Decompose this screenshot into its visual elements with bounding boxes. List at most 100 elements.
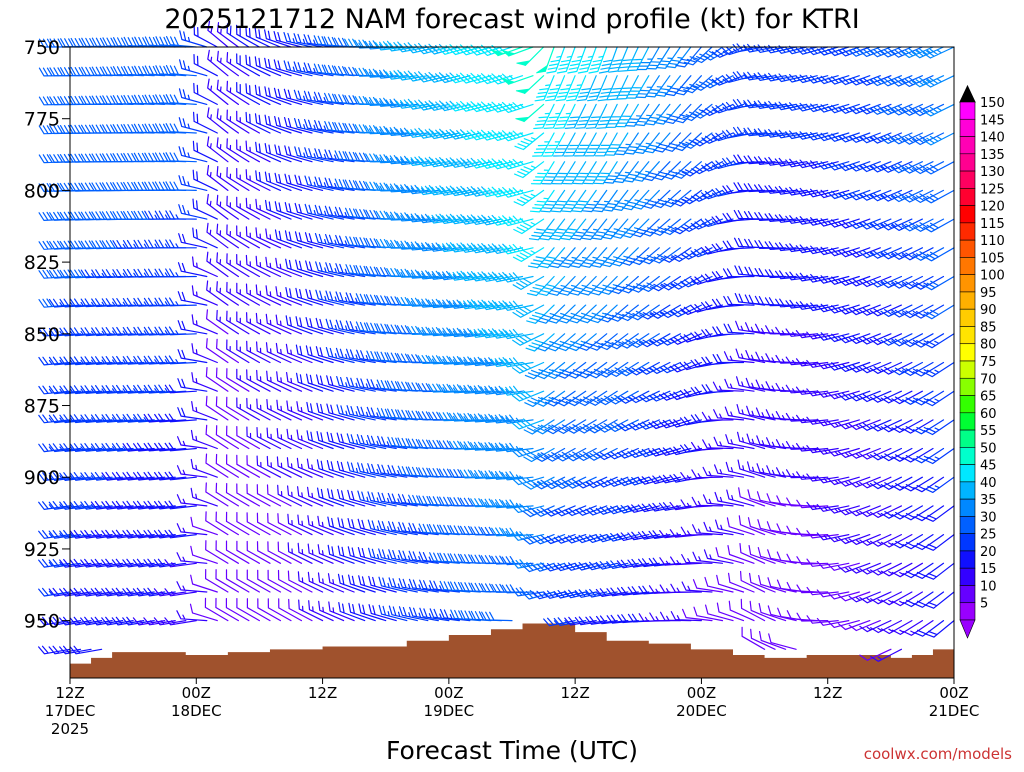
wind-barb	[144, 36, 176, 48]
wind-barb	[786, 497, 818, 507]
wind-barb	[564, 505, 597, 517]
wind-barb	[366, 378, 397, 392]
wind-barb	[347, 518, 376, 536]
wind-barb	[501, 527, 534, 537]
wind-barb	[59, 298, 92, 308]
wind-barb	[264, 29, 292, 48]
wind-barb	[164, 559, 197, 568]
wind-barb	[396, 240, 429, 250]
wind-barb	[429, 580, 460, 593]
wind-barb	[646, 46, 671, 70]
wind-barb	[869, 275, 902, 288]
wind-barb	[631, 189, 660, 210]
wind-barb	[207, 49, 229, 77]
wind-barb	[354, 96, 387, 105]
wind-barb	[622, 189, 650, 211]
wind-barb	[304, 175, 334, 191]
wind-barb	[511, 587, 545, 597]
colorbar-label: 140	[980, 131, 1005, 146]
wind-barb	[236, 110, 260, 134]
wind-barb	[661, 218, 692, 236]
wind-barb	[357, 462, 387, 478]
wind-barb	[335, 347, 366, 364]
wind-barb	[848, 247, 881, 258]
wind-barb	[226, 167, 250, 191]
wind-barb	[670, 611, 702, 622]
wind-barb	[273, 31, 303, 48]
x-tick-label: 18DEC	[171, 702, 222, 720]
wind-barb	[358, 575, 387, 593]
wind-barb-pennant	[515, 116, 531, 122]
wind-barb	[714, 464, 745, 478]
wind-barb	[346, 376, 376, 392]
wind-barb	[511, 418, 545, 430]
wind-barb	[316, 402, 345, 421]
wind-barb	[901, 189, 934, 203]
wind-barb	[901, 46, 934, 59]
wind-barb	[634, 103, 660, 127]
wind-barb	[38, 298, 71, 308]
wind-barb	[388, 605, 418, 622]
wind-barb	[256, 512, 282, 536]
wind-barb	[547, 275, 576, 296]
wind-barb	[304, 203, 334, 220]
wind-barb	[680, 218, 713, 232]
wind-barb	[357, 490, 387, 507]
wind-barb	[190, 429, 218, 450]
wind-barb	[315, 346, 345, 364]
wind-barb	[306, 458, 334, 478]
wind-barb	[558, 275, 587, 296]
wind-barb	[501, 130, 534, 142]
wind-barb	[827, 562, 860, 571]
wind-barb	[664, 75, 692, 97]
wind-barb	[574, 132, 597, 157]
wind-barb	[215, 367, 239, 392]
wind-barb	[408, 550, 439, 564]
wind-barb	[226, 80, 250, 105]
wind-barb	[837, 505, 871, 516]
wind-barb	[786, 525, 818, 536]
wind-barb	[357, 518, 387, 536]
wind-barb	[164, 617, 197, 626]
wind-barb	[713, 409, 745, 421]
wind-barb	[143, 413, 176, 423]
colorbar-label: 120	[980, 200, 1005, 215]
wind-barb	[670, 275, 702, 290]
wind-barb	[501, 499, 534, 509]
wind-barb	[848, 419, 881, 431]
wind-barb	[398, 521, 429, 536]
wind-barb	[922, 103, 955, 117]
wind-barb	[335, 319, 366, 335]
wind-barb	[543, 534, 576, 545]
wind-barb	[348, 574, 376, 593]
wind-barb	[407, 354, 439, 364]
wind-barb	[848, 218, 881, 230]
wind-barb	[523, 447, 555, 463]
wind-barb	[544, 447, 576, 462]
wind-barb	[611, 218, 639, 239]
wind-barb	[554, 476, 587, 489]
wind-barb	[236, 139, 260, 163]
wind-barb	[133, 471, 166, 481]
wind-barb	[923, 361, 955, 378]
wind-barb	[326, 375, 355, 392]
wind-barb	[215, 453, 239, 478]
wind-barb	[226, 138, 250, 163]
wind-barb	[205, 367, 229, 392]
wind-barb	[726, 517, 755, 536]
wind-barb	[765, 325, 797, 335]
wind-barb	[859, 620, 892, 633]
wind-barb	[837, 562, 871, 573]
wind-barb	[191, 314, 218, 335]
wind-barb	[298, 599, 324, 622]
wind-barb	[491, 499, 524, 509]
wind-barb	[375, 182, 408, 192]
wind-barb	[396, 297, 429, 306]
wind-barb	[336, 404, 366, 421]
wind-barb	[264, 57, 292, 77]
wind-barb	[837, 447, 871, 458]
wind-barb	[639, 304, 671, 320]
wind-barb	[693, 606, 724, 622]
wind-barb	[644, 103, 671, 126]
wind-barb	[246, 426, 271, 450]
